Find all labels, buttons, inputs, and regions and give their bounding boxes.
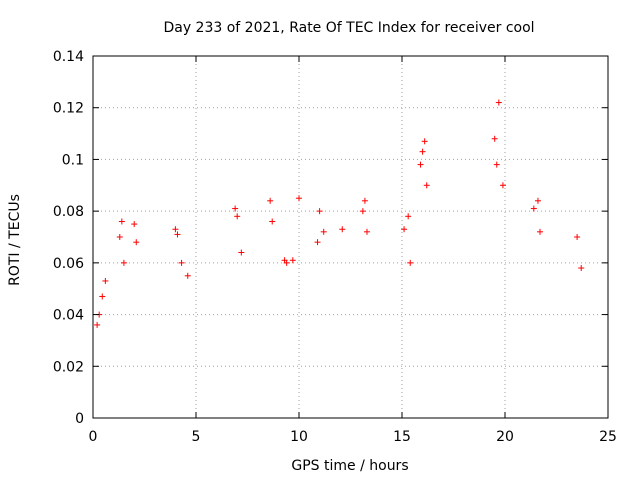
x-tick-labels: 0 5 10 15 20 25 <box>89 429 617 445</box>
data-point <box>534 197 541 204</box>
data-points <box>94 99 585 328</box>
y-tick-label: 0.06 <box>53 256 84 272</box>
y-tick-label: 0 <box>75 411 84 427</box>
data-point <box>99 293 106 300</box>
x-tick-label: 25 <box>599 429 617 445</box>
chart-title: Day 233 of 2021, Rate Of TEC Index for r… <box>163 20 534 36</box>
y-tick-label: 0.1 <box>62 152 84 168</box>
data-point <box>530 205 537 212</box>
y-tick-label: 0.14 <box>53 49 84 65</box>
x-tick-label: 10 <box>290 429 308 445</box>
data-point <box>94 321 101 328</box>
y-tick-labels: 0 0.02 0.04 0.06 0.08 0.1 0.12 0.14 <box>53 49 84 427</box>
data-point <box>116 234 123 240</box>
x-axis-title: GPS time / hours <box>291 458 408 474</box>
data-point <box>178 259 185 266</box>
data-point <box>363 228 370 235</box>
data-point <box>419 148 426 155</box>
data-point <box>417 161 424 168</box>
x-tick-label: 15 <box>393 429 411 445</box>
x-tick-label: 0 <box>89 429 98 445</box>
y-tick-label: 0.12 <box>53 101 84 117</box>
data-point <box>537 228 544 235</box>
y-tick-label: 0.02 <box>53 359 84 375</box>
y-tick-label: 0.08 <box>53 204 84 220</box>
data-point <box>133 239 140 246</box>
data-point <box>267 197 274 204</box>
data-point <box>493 161 500 168</box>
data-point <box>359 208 366 215</box>
data-point <box>499 182 506 189</box>
data-point <box>232 205 239 212</box>
x-tick-label: 20 <box>496 429 514 445</box>
data-point <box>423 182 430 189</box>
grid-lines <box>93 56 608 418</box>
data-point <box>314 239 321 246</box>
data-point <box>401 226 408 233</box>
y-tick-label: 0.04 <box>53 308 84 324</box>
data-point <box>238 249 245 256</box>
x-tick-label: 5 <box>192 429 201 445</box>
data-point <box>574 234 581 240</box>
data-point <box>172 226 179 233</box>
data-point <box>269 218 276 225</box>
data-point <box>234 213 241 220</box>
data-point <box>491 135 498 142</box>
data-point <box>405 213 412 220</box>
data-point <box>296 195 302 202</box>
data-point <box>316 208 323 215</box>
data-point <box>120 259 127 266</box>
data-point <box>421 138 428 145</box>
data-point <box>578 265 585 272</box>
data-point <box>131 221 138 228</box>
data-point <box>339 226 346 233</box>
data-point <box>289 257 296 264</box>
plot-frame <box>92 55 609 419</box>
data-point <box>361 197 368 204</box>
axis-ticks <box>92 55 609 419</box>
data-point <box>174 231 181 238</box>
data-point <box>320 228 327 235</box>
data-point <box>102 277 109 284</box>
data-point <box>283 259 290 266</box>
y-axis-title: ROTI / TECUs <box>7 194 23 286</box>
data-point <box>118 218 125 225</box>
data-point <box>184 272 191 279</box>
data-point <box>407 259 414 266</box>
data-point <box>495 99 502 106</box>
